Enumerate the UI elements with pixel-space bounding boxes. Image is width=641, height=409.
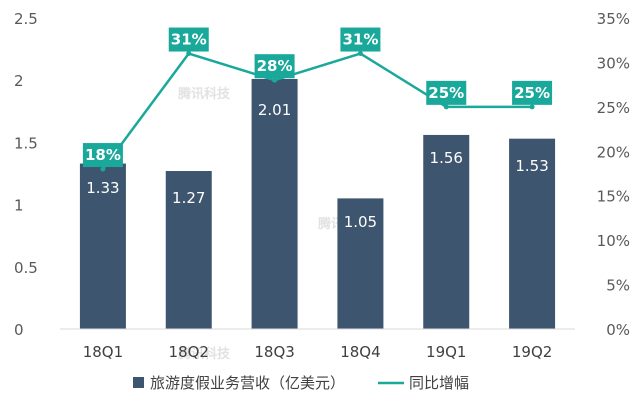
x-tick-label: 18Q1	[83, 343, 123, 361]
y-right-tick-label: 20%	[597, 143, 630, 161]
legend-label-bar: 旅游度假业务营收（亿美元）	[150, 374, 345, 392]
bar-value-label: 1.56	[430, 149, 463, 167]
growth-label-box	[254, 54, 295, 79]
y-left-tick-label: 0.5	[14, 259, 38, 277]
growth-point	[186, 51, 192, 57]
growth-label-box	[82, 143, 123, 168]
y-left-tick-label: 1	[14, 197, 24, 215]
y-right-tick-label: 35%	[597, 10, 630, 28]
y-left-tick-label: 1.5	[14, 134, 38, 152]
growth-point	[272, 77, 278, 83]
growth-point	[529, 104, 535, 110]
growth-value-label: 25%	[514, 84, 550, 102]
y-left-tick-label: 0	[14, 321, 24, 339]
growth-label-box	[168, 27, 209, 52]
growth-value-label: 31%	[342, 31, 378, 49]
bar-19q2	[509, 138, 556, 329]
x-tick-label: 19Q1	[426, 343, 466, 361]
growth-point	[443, 104, 449, 110]
y-right-tick-label: 0%	[606, 321, 630, 339]
growth-point	[100, 166, 106, 172]
growth-value-label: 25%	[428, 84, 464, 102]
bar-value-label: 1.33	[86, 179, 119, 197]
growth-value-label: 28%	[257, 57, 293, 75]
bar-18q2	[165, 171, 212, 329]
bar-19q1	[423, 134, 470, 329]
bar-value-label: 1.05	[344, 213, 377, 231]
y-left-tick-label: 2	[14, 72, 24, 90]
x-tick-label: 19Q2	[512, 343, 552, 361]
x-tick-label: 18Q3	[254, 343, 294, 361]
bar-18q3	[251, 78, 298, 330]
watermark-text: 腾讯科技	[177, 346, 231, 362]
x-tick-label: 18Q2	[169, 343, 209, 361]
growth-line	[101, 52, 533, 170]
growth-label-box	[512, 80, 553, 105]
legend-label-line: 同比增幅	[409, 374, 469, 392]
y-right-tick-label: 10%	[597, 232, 630, 250]
y-left-tick-label: 2.5	[14, 10, 38, 28]
watermark-text: 腾讯科技	[177, 86, 231, 102]
y-right-tick-label: 15%	[597, 188, 630, 206]
bar-value-label: 2.01	[258, 101, 291, 119]
growth-point	[357, 51, 363, 57]
legend-swatch-bar	[133, 377, 144, 388]
x-tick-label: 18Q4	[340, 343, 380, 361]
bar-18q1	[79, 163, 126, 329]
growth-label-box	[426, 80, 467, 105]
y-right-tick-label: 5%	[606, 277, 630, 295]
y-right-tick-label: 30%	[597, 54, 630, 72]
bar-18q4	[337, 198, 384, 329]
bar-value-label: 1.53	[515, 157, 548, 175]
bar-value-label: 1.27	[172, 189, 205, 207]
growth-label-box	[340, 27, 381, 52]
growth-value-label: 31%	[171, 31, 207, 49]
y-right-tick-label: 25%	[597, 99, 630, 117]
growth-value-label: 18%	[85, 146, 121, 164]
